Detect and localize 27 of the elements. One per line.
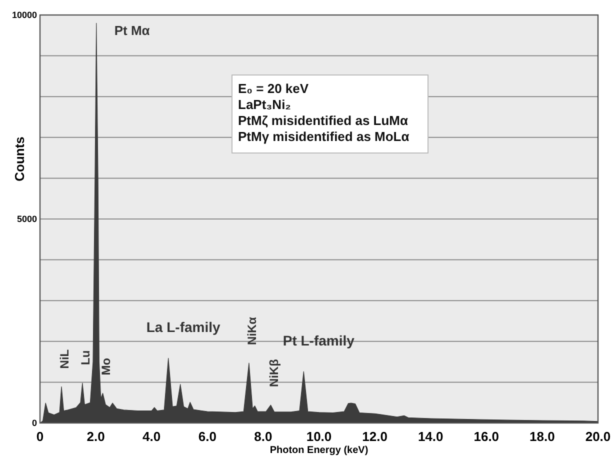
y-tick-label: 0: [32, 418, 37, 428]
annotation: NiKβ: [266, 359, 281, 388]
x-tick-label: 4.0: [142, 429, 161, 444]
annotation: LaPt₃Ni₂: [238, 97, 292, 112]
annotation: NiL: [58, 349, 72, 369]
x-tick-label: 14.0: [418, 429, 444, 444]
annotation: Pt Mα: [114, 23, 150, 38]
x-axis-title: Photon Energy (keV): [270, 445, 368, 456]
annotation: NiKα: [245, 316, 260, 346]
y-tick-label: 5000: [16, 214, 37, 224]
y-axis-title: Counts: [12, 136, 27, 182]
y-tick-label: 10000: [12, 10, 37, 20]
annotation: Lu: [78, 350, 93, 366]
annotation: PtMζ misidentified as LuMα: [238, 113, 408, 128]
x-tick-label: 20.0: [585, 429, 611, 444]
annotation: PtMγ misidentified as MoLα: [238, 129, 410, 144]
x-tick-label: 16.0: [474, 429, 500, 444]
annotation: Pt L-family: [282, 332, 355, 349]
annotation: E₀ = 20 keV: [238, 81, 309, 96]
x-tick-label: 10.0: [306, 429, 332, 444]
annotation: La L-family: [146, 319, 221, 336]
x-tick-label: 8.0: [254, 429, 272, 444]
x-tick-label: 2.0: [86, 429, 105, 444]
x-tick-label: 18.0: [530, 429, 555, 444]
annotation: Mo: [98, 358, 113, 376]
x-tick-label: 6.0: [198, 429, 216, 444]
x-tick-label: 12.0: [362, 429, 388, 444]
